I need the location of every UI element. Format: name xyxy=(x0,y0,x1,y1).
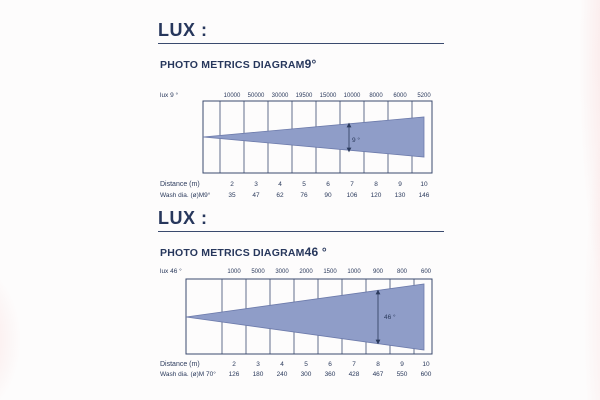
distance-value: 3 xyxy=(256,361,260,368)
distance-value: 8 xyxy=(376,361,380,368)
diagram-title-1-text: PHOTO METRICS DIAGRAM xyxy=(160,59,305,71)
lux-value: 3000 xyxy=(275,269,289,275)
wash-value: 550 xyxy=(397,371,408,378)
wash-value: 180 xyxy=(253,371,264,378)
wash-value: 130 xyxy=(395,192,406,199)
diagram-title-1-angle: 9° xyxy=(304,57,317,71)
diagram-9-degree: lux 9 ° 10000 50000 30000 19500 15000 10000 80… xyxy=(160,91,433,199)
distance-value: 5 xyxy=(304,361,308,368)
lux-value: 900 xyxy=(373,269,384,275)
distance-label-1: Distance (m) xyxy=(160,181,200,188)
wash-value: 428 xyxy=(349,371,360,378)
diagram-title-2-text: PHOTO METRICS DIAGRAM xyxy=(160,247,305,259)
distance-values-row-2: 2 3 4 5 6 7 8 9 10 xyxy=(232,361,430,368)
wash-value: 106 xyxy=(347,192,358,199)
lux-value: 1000 xyxy=(227,269,241,275)
wash-value: 146 xyxy=(419,192,430,199)
lux-label-1: lux 9 ° xyxy=(160,91,179,99)
wash-values-row-2: 126 180 240 300 360 428 467 550 600 xyxy=(229,371,432,378)
decorative-glow-right xyxy=(570,0,600,400)
distance-value: 8 xyxy=(374,181,378,188)
distance-value: 9 xyxy=(398,181,402,188)
lux-value: 19500 xyxy=(296,93,313,99)
wash-values-row-1: 35 47 62 76 90 106 120 130 146 xyxy=(228,192,429,199)
diagram-title-1: PHOTO METRICS DIAGRAM9° xyxy=(160,57,316,71)
wash-value: 360 xyxy=(325,371,336,378)
wash-value: 600 xyxy=(421,371,432,378)
distance-value: 7 xyxy=(352,361,356,368)
wash-value: 467 xyxy=(373,371,384,378)
distance-value: 6 xyxy=(326,181,330,188)
wash-value: 126 xyxy=(229,371,240,378)
lux-value: 2000 xyxy=(299,269,313,275)
wash-value: 240 xyxy=(277,371,288,378)
lux-value: 5000 xyxy=(251,269,265,275)
distance-value: 6 xyxy=(328,361,332,368)
distance-value: 9 xyxy=(400,361,404,368)
lux-heading-2: LUX : xyxy=(158,208,208,228)
wash-label-1: Wash dia. (ø)M9° xyxy=(160,191,211,199)
lux-value: 800 xyxy=(397,269,408,275)
lux-value: 5200 xyxy=(417,93,431,99)
lux-value: 8000 xyxy=(369,93,383,99)
lux-label-2: lux 46 ° xyxy=(160,267,182,275)
lux-values-row-2: 1000 5000 3000 2000 1500 1000 900 800 600 xyxy=(227,269,431,275)
lux-value: 1000 xyxy=(347,269,361,275)
wash-value: 76 xyxy=(300,192,308,199)
wash-value: 90 xyxy=(324,192,332,199)
lux-value: 10000 xyxy=(224,93,241,99)
distance-values-row-1: 2 3 4 5 6 7 8 9 10 xyxy=(230,181,428,188)
diagram-title-2-angle: 46 ° xyxy=(304,245,327,259)
distance-value: 3 xyxy=(254,181,258,188)
distance-value: 5 xyxy=(302,181,306,188)
distance-value: 4 xyxy=(280,361,284,368)
distance-value: 10 xyxy=(422,361,430,368)
distance-value: 4 xyxy=(278,181,282,188)
lux-value: 10000 xyxy=(344,93,361,99)
header-rule-1 xyxy=(158,43,444,44)
wash-value: 300 xyxy=(301,371,312,378)
decorative-glow-left xyxy=(0,250,30,400)
wash-value: 62 xyxy=(276,192,284,199)
lux-value: 6000 xyxy=(393,93,407,99)
lux-value: 15000 xyxy=(320,93,337,99)
wash-value: 120 xyxy=(371,192,382,199)
distance-value: 2 xyxy=(232,361,236,368)
beam-cone-1 xyxy=(202,116,425,158)
header-rule-2 xyxy=(158,231,444,232)
diagram-title-2: PHOTO METRICS DIAGRAM46 ° xyxy=(160,245,327,259)
lux-value: 30000 xyxy=(272,93,289,99)
beam-angle-label-1: 9 ° xyxy=(352,136,360,144)
lux-value: 50000 xyxy=(248,93,265,99)
wash-value: 47 xyxy=(252,192,260,199)
lux-value: 600 xyxy=(421,269,432,275)
diagram-frame-2 xyxy=(185,278,433,355)
distance-value: 10 xyxy=(420,181,428,188)
lux-values-row-1: 10000 50000 30000 19500 15000 10000 8000 6000 52… xyxy=(224,93,432,99)
beam-angle-label-2: 46 ° xyxy=(384,313,396,321)
distance-value: 2 xyxy=(230,181,234,188)
wash-label-2: Wash dia. (ø)M 70° xyxy=(160,370,216,378)
lux-value: 1500 xyxy=(323,269,337,275)
wash-value: 35 xyxy=(228,192,236,199)
distance-label-2: Distance (m) xyxy=(160,361,200,368)
beam-cone-2 xyxy=(185,283,425,351)
diagram-46-degree: lux 46 ° 1000 5000 3000 2000 1500 1000 900 800 6… xyxy=(160,267,433,378)
lux-heading-1: LUX : xyxy=(158,20,208,40)
distance-value: 7 xyxy=(350,181,354,188)
